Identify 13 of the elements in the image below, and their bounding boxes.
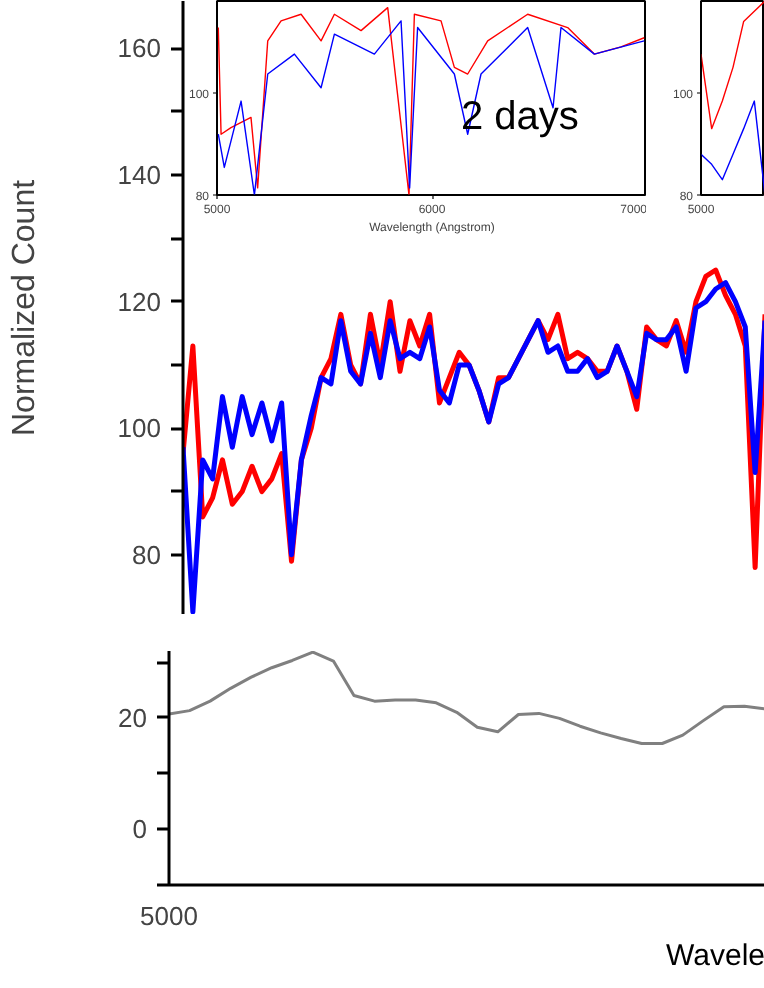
y-tick-label: 160 (117, 33, 162, 64)
y-tick-label: 80 (132, 539, 162, 570)
line-series (701, 1, 764, 130)
y-tick-label: 20 (118, 702, 148, 733)
y-tick-label: 0 (132, 814, 148, 845)
x-axis-title: Wavele (666, 939, 764, 973)
y-axis-title: Normalized Count (7, 178, 42, 437)
y-tick-label: 140 (117, 160, 162, 191)
line-series (183, 280, 764, 614)
x-tick-label: 5000 (140, 901, 198, 931)
line-series (169, 651, 764, 745)
y-tick-label: 100 (117, 413, 162, 444)
y-tick-label: 120 (117, 286, 162, 317)
